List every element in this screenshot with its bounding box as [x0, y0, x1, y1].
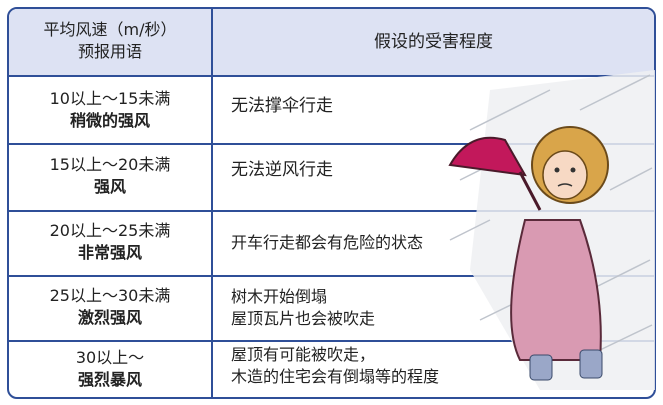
- term: 非常强风: [77, 243, 142, 262]
- term: 稍微的强风: [69, 111, 150, 130]
- table-header: [9, 9, 654, 77]
- header-text: 预报用语: [77, 42, 142, 61]
- speed: 15以上～20未满: [49, 155, 171, 174]
- row-divider: [9, 340, 654, 342]
- speed: 25以上～30未满: [49, 286, 171, 305]
- damage-cell: 开车行走都会有危险的状态: [231, 232, 651, 254]
- speed: 10以上～15未满: [49, 89, 171, 108]
- speed-cell: 30以上～ 强烈暴风: [9, 347, 211, 391]
- damage: 无法逆风行走: [231, 160, 333, 180]
- header-cell: 平均风速（m/秒） 预报用语: [9, 19, 211, 63]
- speed-cell: 20以上～25未满 非常强风: [9, 220, 211, 264]
- damage: 开车行走都会有危险的状态: [231, 233, 424, 252]
- illustration: [448, 70, 655, 390]
- damage-cell: 树木开始倒塌 屋顶瓦片也会被吹走: [231, 286, 651, 330]
- speed-cell: 25以上～30未满 激烈强风: [9, 285, 211, 329]
- row-divider: [9, 275, 654, 277]
- damage: 树木开始倒塌: [231, 287, 328, 306]
- damage: 无法撑伞行走: [231, 96, 333, 116]
- speed-cell: 10以上～15未满 稍微的强风: [9, 88, 211, 132]
- damage-cell: 无法逆风行走: [231, 159, 651, 181]
- header-cell: 假设的受害程度: [374, 32, 493, 52]
- damage: 屋顶有可能被吹走，: [231, 345, 376, 364]
- term: 激烈强风: [77, 308, 142, 327]
- column-divider: [211, 9, 213, 397]
- term: 强风: [93, 177, 126, 196]
- damage-cell: 屋顶有可能被吹走， 木造的住宅会有倒塌等的程度: [231, 344, 651, 388]
- speed-cell: 15以上～20未满 强风: [9, 154, 211, 198]
- speed: 30以上～: [75, 348, 145, 367]
- damage-cell: 无法撑伞行走: [231, 95, 651, 117]
- damage: 木造的住宅会有倒塌等的程度: [231, 367, 440, 386]
- damage: 屋顶瓦片也会被吹走: [231, 309, 376, 328]
- speed: 20以上～25未满: [49, 221, 171, 240]
- term: 强烈暴风: [77, 370, 142, 389]
- header-text: 平均风速（m/秒）: [43, 20, 177, 39]
- row-divider: [9, 143, 654, 145]
- row-divider: [9, 210, 654, 212]
